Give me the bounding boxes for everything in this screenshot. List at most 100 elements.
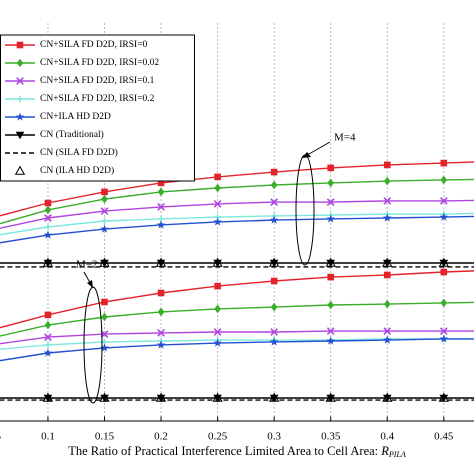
marker (44, 223, 52, 231)
marker (15, 112, 25, 121)
marker (270, 168, 278, 176)
marker (44, 205, 52, 215)
marker (270, 302, 278, 312)
marker (100, 343, 109, 352)
x-label-symbol: R (380, 444, 389, 458)
legend-item: CN+SILA FD D2D, IRSI=0.2 (5, 94, 155, 104)
legend-box (0, 34, 195, 182)
legend-item: CN (ILA HD D2D) (14, 165, 114, 176)
marker (439, 212, 449, 221)
marker (440, 159, 448, 167)
marker (214, 183, 221, 193)
marker (383, 197, 392, 205)
series-line (0, 270, 474, 329)
legend-item: CN+SILA FD D2D, IRSI=0.1 (5, 76, 155, 86)
marker (14, 165, 26, 175)
marker (156, 340, 166, 349)
series-line (0, 301, 474, 337)
marker (269, 215, 279, 224)
marker (16, 58, 24, 68)
arrowhead (302, 152, 311, 158)
x-tick-label: 0.3 (267, 431, 281, 443)
series-line (0, 161, 474, 217)
series-line (0, 338, 474, 350)
marker (101, 188, 108, 196)
legend-label: CN (Traditional) (40, 129, 104, 140)
marker (270, 180, 278, 190)
marker (326, 198, 335, 206)
annotation: M=2 (76, 259, 97, 271)
marker (440, 298, 448, 308)
x-tick-label: 0.45 (434, 431, 454, 443)
marker (155, 257, 167, 267)
marker (44, 214, 52, 222)
marker (157, 179, 165, 187)
marker (43, 230, 53, 239)
ellipse (295, 154, 315, 266)
marker (383, 161, 391, 169)
marker (270, 328, 279, 336)
marker (99, 257, 110, 267)
marker (327, 300, 335, 310)
legend-item: CN (SILA FD D2D) (5, 147, 118, 158)
series-line (0, 212, 474, 236)
marker (439, 197, 448, 205)
marker (157, 307, 165, 317)
x-tick-label: 0.35 (321, 431, 341, 443)
marker (327, 178, 335, 188)
marker (438, 392, 449, 402)
marker (100, 224, 109, 233)
x-tick-label: 0.4 (380, 431, 394, 443)
marker (100, 207, 109, 215)
marker (440, 268, 448, 276)
x-tick-label: 0.1 (41, 431, 55, 443)
marker (382, 392, 393, 402)
marker (44, 341, 52, 349)
x-axis-label: The Ratio of Practical Interference Limi… (68, 444, 406, 459)
marker (383, 271, 391, 279)
legend-item: CN+SILA FD D2D, IRSI=0 (5, 40, 148, 50)
series-line (0, 330, 474, 345)
marker (101, 298, 108, 306)
series-line (0, 178, 474, 225)
marker (101, 312, 108, 322)
marker (213, 200, 222, 208)
legend-label: CN+SILA FD D2D, IRSI=0.1 (40, 76, 155, 86)
legend-item: CN (Traditional) (5, 129, 104, 140)
x-label-subscript: PILA (388, 450, 406, 459)
marker (214, 173, 221, 181)
marker (213, 328, 222, 336)
marker (157, 329, 165, 337)
marker (382, 335, 392, 344)
marker (382, 257, 393, 267)
arrowhead (87, 280, 93, 288)
marker (383, 176, 391, 186)
marker (440, 175, 448, 185)
marker (269, 337, 279, 346)
marker (16, 95, 24, 103)
marker (439, 334, 449, 343)
legend-label: CN (ILA HD D2D) (40, 165, 114, 176)
marker (155, 392, 167, 402)
marker (42, 257, 54, 267)
marker (16, 41, 24, 49)
marker (101, 217, 108, 225)
x-tick-label: 0.15 (95, 431, 115, 443)
marker (213, 217, 222, 226)
legend-label: CN+SILA FD D2D, IRSI=0.2 (40, 94, 155, 104)
marker (327, 164, 335, 172)
marker (43, 348, 53, 357)
marker (326, 214, 335, 223)
annotation: M=4 (334, 132, 356, 144)
marker (213, 338, 222, 347)
marker (325, 257, 336, 267)
legend-label: CN (SILA FD D2D) (40, 147, 118, 158)
series-line (0, 199, 474, 229)
marker (157, 289, 165, 297)
series-line (0, 215, 474, 244)
marker (325, 392, 336, 402)
marker (212, 392, 223, 402)
marker (270, 277, 278, 285)
marker (383, 299, 391, 309)
x-tick-label: 0.25 (208, 431, 228, 443)
